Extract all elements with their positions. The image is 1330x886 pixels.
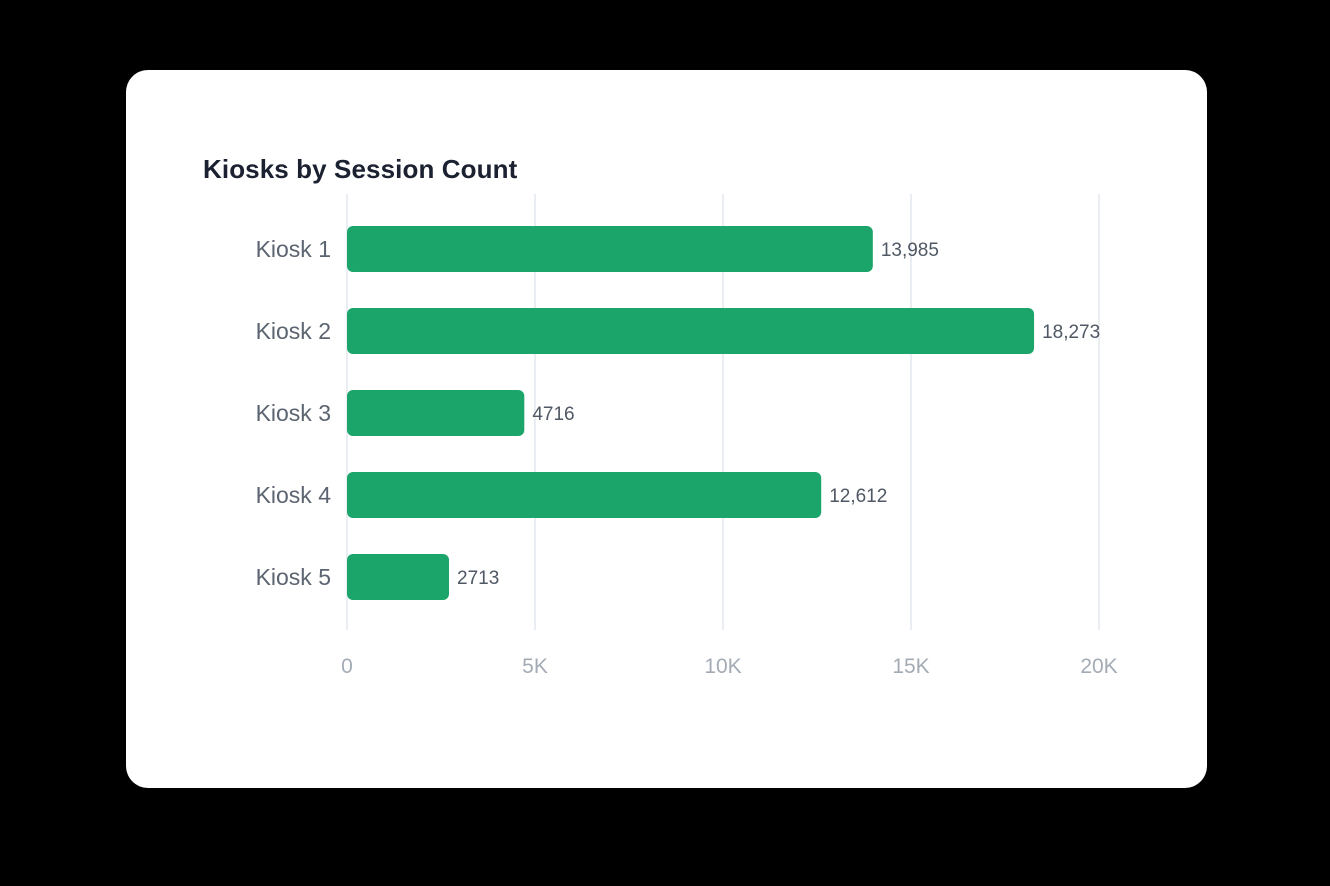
category-label: Kiosk 1 xyxy=(256,236,331,262)
category-label: Kiosk 3 xyxy=(256,400,331,426)
category-label: Kiosk 2 xyxy=(256,318,331,344)
x-tick-label: 0 xyxy=(341,655,353,678)
data-label: 2713 xyxy=(457,568,499,589)
data-label: 12,612 xyxy=(829,486,887,507)
chart-title: Kiosks by Session Count xyxy=(203,154,518,184)
x-tick-label: 10K xyxy=(704,655,741,678)
x-tick-label: 5K xyxy=(522,655,548,678)
category-label: Kiosk 5 xyxy=(256,564,331,590)
data-label: 18,273 xyxy=(1042,322,1100,343)
bar xyxy=(347,390,525,436)
bar xyxy=(347,226,873,272)
category-label: Kiosk 4 xyxy=(256,482,332,508)
data-label: 4716 xyxy=(532,404,574,425)
x-tick-label: 20K xyxy=(1080,655,1117,678)
data-label: 13,985 xyxy=(881,240,939,261)
bar xyxy=(347,308,1035,354)
bar xyxy=(347,554,450,600)
bar-chart: 0 5K 10K 15K 20K Kiosk 1 13,985 Kiosk 2 18,273 Ki… xyxy=(256,194,1118,678)
chart-card: Kiosks by Session Count 0 5K 10K 15K 20K Kios… xyxy=(126,70,1207,788)
x-tick-label: 15K xyxy=(892,655,929,678)
bar xyxy=(347,472,822,518)
